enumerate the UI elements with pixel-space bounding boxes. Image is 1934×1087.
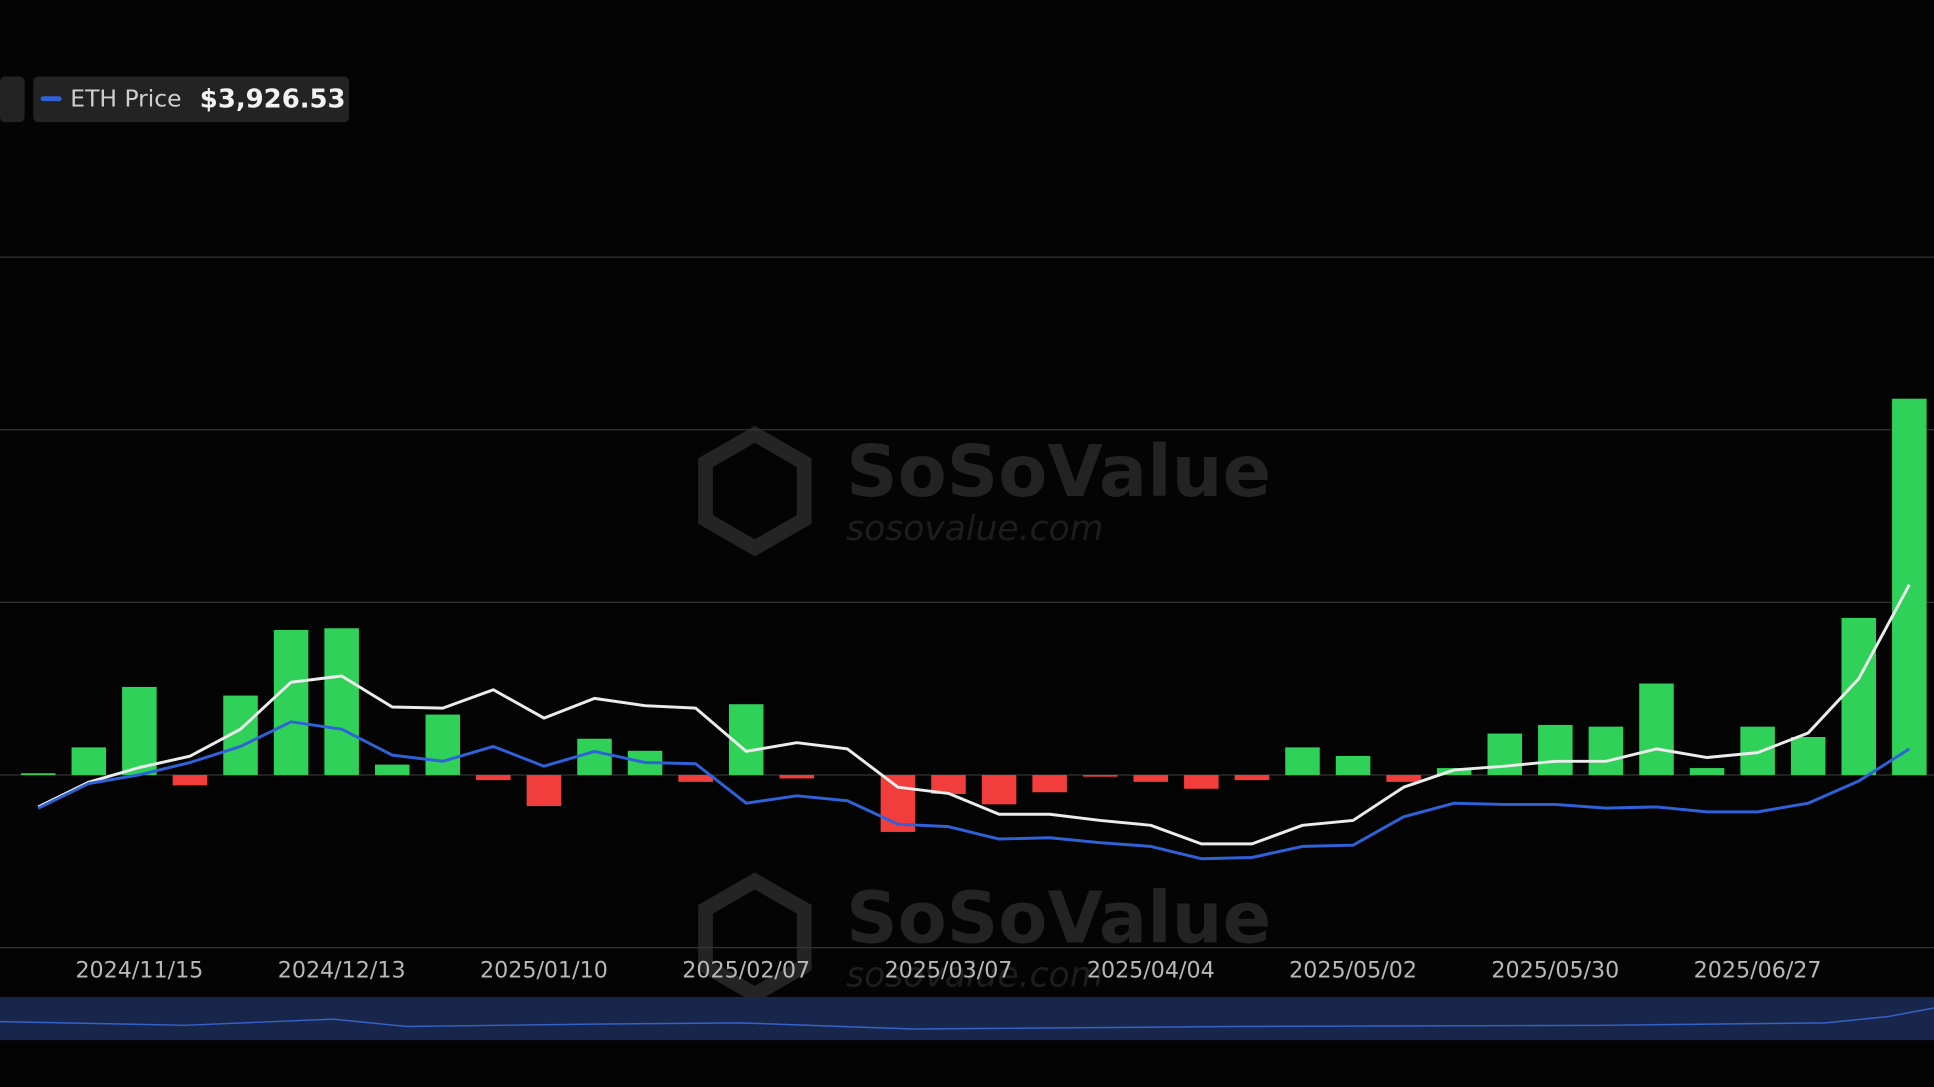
bar	[1689, 768, 1725, 775]
watermark-text: SoSoValue	[846, 876, 1271, 959]
x-tick-label: 2025/02/07	[682, 958, 810, 984]
bar	[880, 774, 916, 832]
bar	[1082, 774, 1118, 777]
x-tick-label: 2025/06/27	[1694, 958, 1822, 984]
bar	[1234, 774, 1270, 781]
watermark-logo	[698, 425, 812, 557]
bar	[71, 747, 107, 775]
legend-swatch	[40, 96, 62, 102]
bar	[1032, 774, 1067, 793]
bar	[678, 774, 713, 782]
plot	[20, 398, 1927, 861]
bar	[172, 774, 208, 786]
x-tick-label: 2024/11/15	[75, 958, 203, 984]
bar	[931, 774, 966, 794]
watermark-url: sosovalue.com	[846, 509, 1103, 549]
x-tick-label: 2025/05/02	[1289, 958, 1417, 984]
watermark-text: SoSoValue	[846, 430, 1271, 513]
bar	[1487, 733, 1523, 775]
navigator-line	[0, 1007, 1934, 1030]
legend-value: $3,926.53	[200, 84, 346, 114]
bar	[1184, 774, 1219, 789]
bar	[1538, 724, 1573, 775]
legend-box	[0, 76, 25, 123]
legend: ETH Price $3,926.53	[0, 76, 350, 123]
bar	[374, 764, 410, 775]
x-tick-label: 2025/04/04	[1087, 958, 1215, 984]
bar	[122, 686, 157, 775]
legend-box	[33, 76, 350, 123]
grid	[0, 256, 1934, 949]
bar	[1588, 726, 1624, 775]
watermark-logo	[698, 872, 812, 1004]
bar	[981, 774, 1017, 805]
bar	[20, 773, 56, 775]
bar	[1285, 747, 1320, 775]
bar	[425, 714, 461, 775]
x-tick-label: 2025/03/07	[885, 958, 1013, 984]
line	[37, 584, 1911, 846]
navigator	[0, 996, 1934, 1041]
legend-label: ETH Price	[70, 84, 181, 112]
bar	[324, 628, 359, 775]
bar	[779, 774, 815, 779]
x-axis: 2024/11/15 2024/12/13 2025/01/10 2025/02/07…	[75, 958, 1821, 984]
x-tick-label: 2025/01/10	[480, 958, 608, 984]
bar	[1740, 726, 1775, 775]
bar	[1436, 768, 1472, 775]
watermark-url: sosovalue.com	[846, 956, 1103, 996]
bar	[1639, 683, 1674, 775]
bar	[1790, 737, 1826, 775]
bar	[1133, 774, 1169, 782]
bar	[1335, 755, 1371, 775]
bar	[577, 738, 612, 775]
bar	[1386, 774, 1421, 782]
x-tick-label: 2024/12/13	[278, 958, 406, 984]
navigator-band	[0, 996, 1934, 1041]
bar	[476, 774, 511, 781]
bar	[1841, 617, 1877, 775]
watermark: SoSoValue sosovalue.com SoSoValue sosova…	[698, 425, 1271, 1004]
line	[37, 720, 1911, 861]
x-tick-label: 2025/05/30	[1491, 958, 1619, 984]
bar	[526, 774, 562, 807]
bar	[273, 629, 309, 775]
